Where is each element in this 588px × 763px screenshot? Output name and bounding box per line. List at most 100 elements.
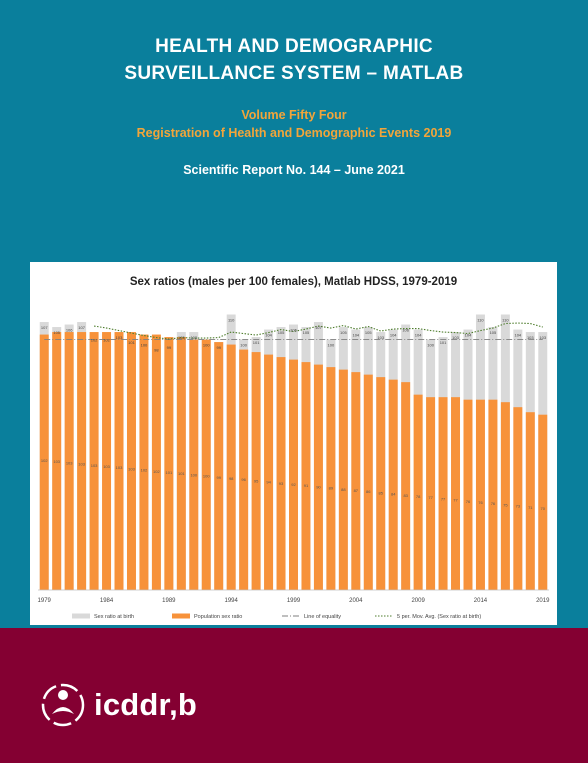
birth-ratio-label: 104 (415, 333, 422, 338)
population-ratio-label: 75 (503, 502, 508, 507)
population-ratio-label: 95 (254, 478, 259, 483)
population-ratio-label: 103 (128, 466, 135, 471)
population-ratio-bar (164, 337, 174, 590)
birth-ratio-label: 106 (402, 328, 409, 333)
birth-ratio-label: 103 (377, 335, 384, 340)
birth-ratio-label: 105 (365, 330, 372, 335)
population-ratio-label: 98 (229, 476, 234, 481)
birth-ratio-label: 106 (290, 328, 297, 333)
moving-average-line (93, 322, 543, 340)
population-ratio-label: 93 (279, 481, 284, 486)
population-ratio-label: 77 (441, 496, 446, 501)
population-ratio-label: 100 (190, 472, 197, 477)
population-ratio-bar (77, 332, 87, 590)
population-ratio-bar (139, 334, 149, 590)
cover-title-line2: SURVEILLANCE SYSTEM – MATLAB (124, 63, 464, 84)
population-ratio-bar (52, 332, 62, 590)
chart-lines (44, 322, 543, 341)
birth-ratio-label: 100 (240, 343, 247, 348)
population-ratio-label: 76 (491, 501, 496, 506)
birth-ratio-label: 99 (216, 345, 221, 350)
x-tick-label: 1984 (100, 598, 114, 604)
birth-ratio-label: 100 (203, 343, 210, 348)
population-ratio-label: 101 (166, 470, 173, 475)
x-tick-label: 1994 (225, 598, 239, 604)
population-ratio-label: 89 (329, 486, 334, 491)
logo-text: icddr,b (94, 687, 198, 722)
report-number: Scientific Report No. 144 – June 2021 (183, 163, 405, 177)
population-ratio-label: 77 (428, 495, 433, 500)
birth-ratio-label: 101 (440, 340, 447, 345)
chart-title: Sex ratios (males per 100 females), Matl… (130, 276, 457, 288)
icddrb-logo-icon (41, 683, 85, 727)
population-ratio-bar (438, 397, 448, 590)
population-ratio-bar (426, 397, 436, 590)
chart-panel: Sex ratios (males per 100 females), Matl… (30, 262, 557, 625)
population-ratio-label: 102 (141, 468, 148, 473)
population-ratio-bar (239, 349, 249, 590)
x-tick-label: 2004 (349, 598, 363, 604)
legend-label: Population sex ratio (194, 614, 242, 620)
population-ratio-label: 96 (241, 477, 246, 482)
birth-ratio-label: 100 (141, 343, 148, 348)
birth-ratio-label: 102 (103, 338, 110, 343)
sex-ratio-chart: Sex ratios (males per 100 females), Matl… (38, 276, 551, 620)
population-ratio-bar (363, 374, 373, 590)
population-ratio-bar (463, 399, 473, 590)
population-ratio-label: 103 (53, 459, 60, 464)
birth-ratio-label: 104 (265, 333, 272, 338)
birth-ratio-label: 104 (514, 333, 521, 338)
population-ratio-bar (64, 332, 74, 590)
population-ratio-bar (276, 357, 286, 590)
population-ratio-bar (351, 372, 361, 590)
population-ratio-label: 91 (304, 483, 309, 488)
population-ratio-bar (126, 332, 136, 590)
x-tick-label: 2019 (536, 598, 550, 604)
population-ratio-bar (102, 332, 112, 590)
population-ratio-label: 73 (516, 504, 521, 509)
population-ratio-label: 103 (103, 464, 110, 469)
population-ratio-label: 94 (266, 480, 271, 485)
population-ratio-label: 88 (341, 487, 346, 492)
birth-ratio-label: 104 (352, 333, 359, 338)
population-ratio-label: 103 (116, 465, 123, 470)
birth-ratio-label: 100 (328, 343, 335, 348)
population-ratio-bar (176, 337, 186, 590)
population-ratio-label: 100 (203, 474, 210, 479)
population-ratio-bars (39, 332, 548, 590)
population-ratio-bar (376, 377, 386, 590)
population-ratio-bar (313, 364, 323, 590)
birth-ratio-label: 99 (167, 345, 172, 350)
x-tick-label: 1999 (287, 598, 301, 604)
population-ratio-bar (189, 339, 199, 590)
population-ratio-label: 90 (316, 484, 321, 489)
population-ratio-bar (513, 407, 523, 590)
birth-ratio-label: 106 (66, 328, 73, 333)
population-ratio-label: 86 (366, 489, 371, 494)
population-ratio-bar (214, 342, 224, 590)
population-ratio-bar (338, 369, 348, 590)
icddrb-logo: icddr,b (38, 680, 197, 730)
birth-ratio-label: 107 (78, 325, 85, 330)
population-ratio-bar (525, 412, 535, 590)
population-ratio-label: 101 (178, 471, 185, 476)
population-ratio-bar (326, 367, 336, 590)
population-ratio-bar (500, 402, 510, 590)
birth-ratio-label: 103 (539, 335, 546, 340)
population-ratio-bar (401, 382, 411, 590)
population-ratio-bar (538, 414, 548, 590)
x-tick-label: 2009 (411, 598, 425, 604)
legend-label: 5 per. Mov. Avg. (Sex ratio at birth) (397, 614, 481, 620)
birth-ratio-label: 103 (116, 335, 123, 340)
population-ratio-label: 70 (541, 506, 546, 511)
birth-ratio-label: 110 (502, 318, 509, 323)
birth-ratio-label: 100 (427, 343, 434, 348)
birth-ratio-label: 104 (465, 333, 472, 338)
population-ratio-bar (201, 339, 211, 590)
population-ratio-label: 84 (391, 492, 396, 497)
birth-ratio-label: 107 (41, 325, 48, 330)
population-ratio-bar (114, 332, 124, 590)
population-ratio-label: 103 (91, 463, 98, 468)
birth-ratio-label: 110 (228, 318, 235, 323)
